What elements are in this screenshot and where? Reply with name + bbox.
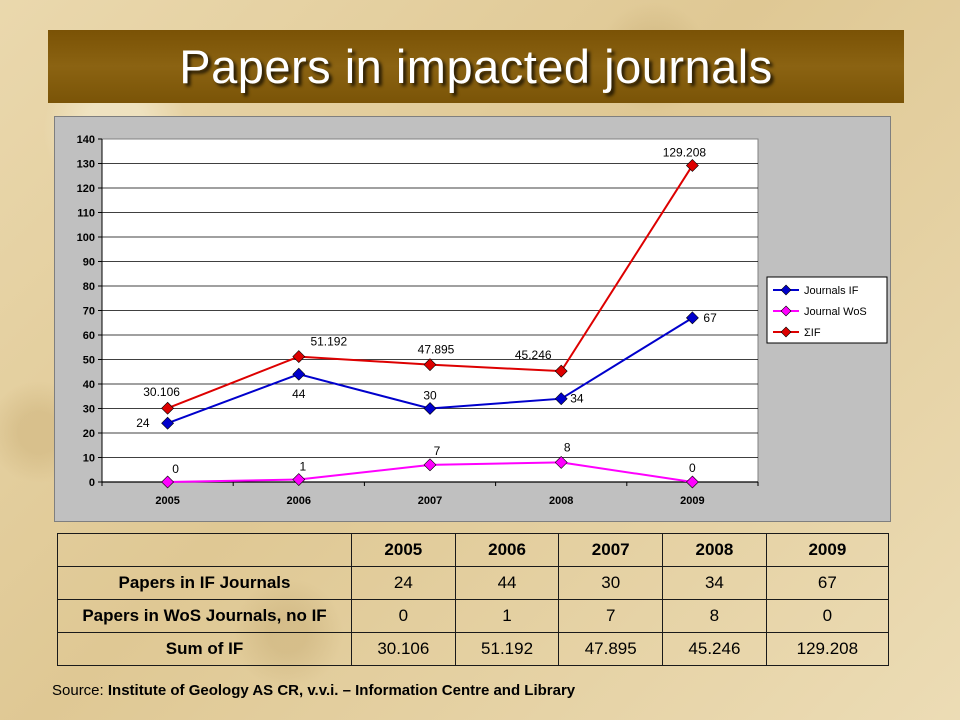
table-cell: 47.895: [558, 632, 664, 666]
legend-marker: [780, 326, 792, 338]
data-point: [554, 364, 568, 378]
data-point: [423, 402, 437, 415]
page-title: Papers in impacted journals: [179, 40, 773, 93]
table-header-row: 2005 2006 2007 2008 2009: [57, 533, 890, 567]
data-label: 24: [136, 416, 150, 430]
data-point: [161, 475, 175, 489]
table-row-label: Sum of IF: [57, 632, 352, 666]
data-label: 0: [689, 461, 696, 475]
data-label: 30: [423, 389, 437, 403]
table-row-label: Papers in IF Journals: [57, 566, 352, 600]
data-label: 1: [299, 460, 306, 474]
data-label: 34: [570, 392, 584, 406]
table-cell: 45.246: [662, 632, 767, 666]
data-point: [161, 401, 175, 415]
x-tick-label: 2007: [418, 495, 442, 507]
data-point: [554, 392, 568, 406]
data-point: [685, 311, 699, 325]
table-cell: 24: [351, 566, 456, 600]
table-header-cell: 2009: [765, 533, 890, 567]
table-header-cell: 2008: [662, 533, 767, 567]
data-label: 67: [703, 311, 717, 325]
data-label: 0: [172, 462, 179, 476]
data-label: 8: [564, 440, 571, 454]
table-cell: 30.106: [351, 632, 456, 666]
source-text: Institute of Geology AS CR, v.v.i. – Inf…: [107, 682, 576, 699]
data-point: [685, 475, 699, 489]
y-tick-label: 60: [83, 330, 95, 342]
table-row: Sum of IF 30.106 51.192 47.895 45.246 12…: [57, 632, 890, 666]
data-point: [554, 455, 568, 469]
y-tick-label: 10: [83, 453, 95, 465]
table-cell: 129.208: [765, 632, 890, 666]
data-point: [423, 458, 437, 472]
table-cell: 67: [765, 566, 890, 600]
table-cell: 34: [662, 566, 767, 600]
data-label: 7: [434, 444, 441, 458]
x-tick-label: 2005: [155, 495, 179, 507]
x-tick-label: 2006: [287, 495, 311, 507]
table-row-label: Papers in WoS Journals, no IF: [57, 599, 352, 633]
table-cell: 51.192: [454, 632, 560, 666]
data-label: 30.106: [143, 385, 180, 399]
source-prefix: Source:: [52, 682, 104, 699]
y-tick-label: 70: [83, 306, 95, 318]
table-cell: 8: [662, 599, 767, 633]
data-label: 51.192: [310, 335, 347, 349]
table-cell: 30: [558, 566, 664, 600]
y-tick-label: 40: [83, 379, 95, 391]
data-table: 2005 2006 2007 2008 2009 Papers in IF Jo…: [57, 533, 890, 666]
table-cell: 44: [454, 566, 560, 600]
x-tick-label: 2008: [549, 495, 573, 507]
data-point: [292, 350, 306, 364]
table-cell: 0: [351, 599, 456, 633]
x-tick-label: 2009: [680, 495, 704, 507]
table-row: Papers in WoS Journals, no IF 0 1 7 8 0: [57, 599, 890, 633]
legend-label: Journals IF: [804, 285, 859, 297]
data-point: [292, 367, 306, 381]
data-point: [685, 159, 699, 172]
y-tick-label: 0: [89, 477, 95, 489]
source-note: Source: Institute of Geology AS CR, v.v.…: [52, 682, 575, 699]
title-banner: Papers in impacted journals: [48, 30, 904, 103]
y-tick-label: 130: [77, 159, 95, 171]
table-corner-cell: [57, 533, 352, 567]
y-tick-label: 120: [77, 183, 95, 195]
line-chart: 0 10 20 30 40 50 60 70 80 90 100 110 120 130 140 2005 20…: [54, 116, 891, 522]
y-tick-label: 80: [83, 281, 95, 293]
y-tick-label: 100: [77, 232, 95, 244]
data-point: [423, 358, 437, 372]
y-tick-label: 50: [83, 355, 95, 367]
legend-label: ΣIF: [804, 327, 821, 339]
legend-marker: [780, 284, 792, 296]
table-row: Papers in IF Journals 24 44 30 34 67: [57, 566, 890, 600]
data-point: [292, 473, 306, 486]
data-label: 45.246: [515, 348, 552, 362]
y-tick-label: 30: [83, 404, 95, 416]
legend-label: Journal WoS: [804, 306, 867, 318]
y-tick-label: 110: [77, 208, 95, 220]
data-label: 129.208: [663, 145, 707, 159]
y-tick-label: 20: [83, 428, 95, 440]
data-label: 47.895: [418, 343, 455, 357]
table-header-cell: 2007: [558, 533, 664, 567]
table-cell: 7: [558, 599, 664, 633]
y-tick-label: 90: [83, 257, 95, 269]
data-point: [161, 416, 175, 430]
table-cell: 1: [454, 599, 560, 633]
data-label: 44: [292, 387, 306, 401]
table-cell: 0: [765, 599, 890, 633]
table-header-cell: 2006: [454, 533, 560, 567]
y-tick-label: 140: [77, 134, 95, 146]
legend-marker: [780, 305, 792, 317]
table-header-cell: 2005: [351, 533, 456, 567]
